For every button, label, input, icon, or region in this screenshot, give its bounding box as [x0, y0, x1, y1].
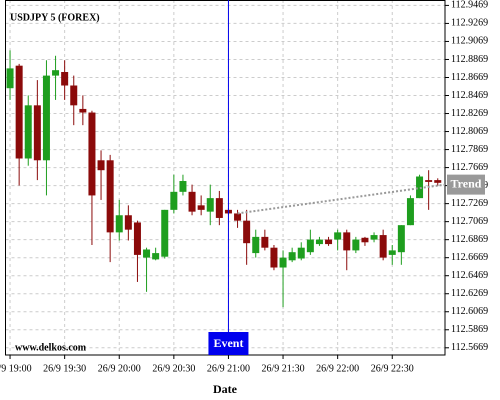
candle-body: [133, 222, 141, 255]
candle-body: [270, 247, 278, 268]
x-tick-label: 26/9 20:30: [152, 363, 195, 374]
candle-body: [434, 180, 442, 183]
candle-body: [352, 239, 360, 251]
y-tick-label: 112.8669: [451, 72, 488, 83]
candle-body: [188, 191, 196, 212]
candle-body: [379, 235, 387, 258]
candle-body: [6, 68, 14, 89]
candle-body: [161, 209, 169, 257]
candle-body: [397, 225, 405, 253]
y-tick-label: 112.8269: [451, 108, 488, 119]
candle-body: [24, 105, 32, 159]
candle-body: [70, 85, 78, 106]
candle-body: [279, 257, 287, 268]
candle-body: [370, 235, 378, 240]
x-tick-label: 26/9 22:00: [316, 363, 359, 374]
y-tick-label: 112.6269: [451, 288, 488, 299]
trend-line: [237, 183, 446, 215]
y-tick-label: 112.8469: [451, 90, 488, 101]
candle-body: [215, 198, 223, 218]
event-box: [208, 332, 249, 355]
plot-border: [5, 0, 446, 356]
candle-body: [315, 239, 323, 245]
x-tick-label: 26/9 21:30: [262, 363, 305, 374]
y-tick-label: 112.9069: [451, 36, 488, 47]
y-tick-label: 112.6869: [451, 234, 488, 245]
y-tick-label: 112.6469: [451, 270, 488, 281]
y-tick-label: 112.7269: [451, 198, 488, 209]
candle-body: [243, 220, 251, 244]
candle-body: [143, 249, 151, 258]
candle-body: [334, 232, 342, 240]
watermark: www.delkos.com: [15, 342, 87, 353]
candle-body: [61, 71, 69, 86]
trend-box: [447, 174, 485, 195]
candle-body: [42, 75, 50, 161]
candle-body: [425, 180, 433, 182]
candle-body: [361, 237, 369, 243]
y-tick-label: 112.7669: [451, 162, 488, 173]
x-tick-label: 26/9 19:30: [43, 363, 86, 374]
candle-body: [306, 239, 314, 253]
y-tick-label: 112.7069: [451, 216, 488, 227]
candle-body: [15, 65, 23, 159]
x-tick-label: 26/9 19:00: [0, 363, 32, 374]
y-tick-label: 112.7869: [451, 144, 488, 155]
candle-body: [388, 250, 396, 255]
candle-body: [33, 105, 41, 161]
candle-body: [252, 236, 260, 254]
candle-body: [297, 247, 305, 259]
x-axis-label: Date: [213, 382, 238, 396]
candle-body: [52, 70, 60, 76]
x-tick-label: 26/9 21:00: [207, 363, 250, 374]
trend-label: Trend: [451, 176, 482, 190]
candle-body: [88, 112, 96, 196]
candle-body: [206, 198, 214, 212]
y-tick-label: 112.8069: [451, 126, 488, 137]
y-tick-label: 112.9269: [451, 18, 488, 29]
candle-body: [261, 236, 269, 248]
candle-body: [343, 232, 351, 251]
y-tick-label: 112.5669: [451, 342, 488, 353]
candle-body: [152, 253, 160, 260]
candle-body: [197, 205, 205, 210]
candle-body: [115, 215, 123, 233]
y-tick-label: 112.9469: [451, 0, 488, 11]
x-tick-label: 26/9 22:30: [371, 363, 414, 374]
candle-body: [325, 239, 333, 245]
candle-body: [97, 160, 105, 171]
candle-body: [106, 160, 114, 233]
y-tick-label: 112.6669: [451, 252, 488, 263]
candle-body: [416, 176, 424, 199]
candle-body: [124, 215, 132, 230]
candle-body: [79, 108, 87, 113]
candle-body: [234, 213, 242, 221]
candle-body: [406, 198, 414, 226]
chart-title: USDJPY 5 (FOREX): [10, 12, 100, 23]
y-tick-label: 112.6069: [451, 306, 488, 317]
candle-body: [288, 252, 296, 261]
event-label: Event: [213, 336, 243, 350]
candle-body: [170, 191, 178, 210]
y-tick-label: 112.8869: [451, 54, 488, 65]
candle-body: [179, 181, 187, 192]
y-tick-label: 112.5869: [451, 324, 488, 335]
x-tick-label: 26/9 20:00: [98, 363, 141, 374]
